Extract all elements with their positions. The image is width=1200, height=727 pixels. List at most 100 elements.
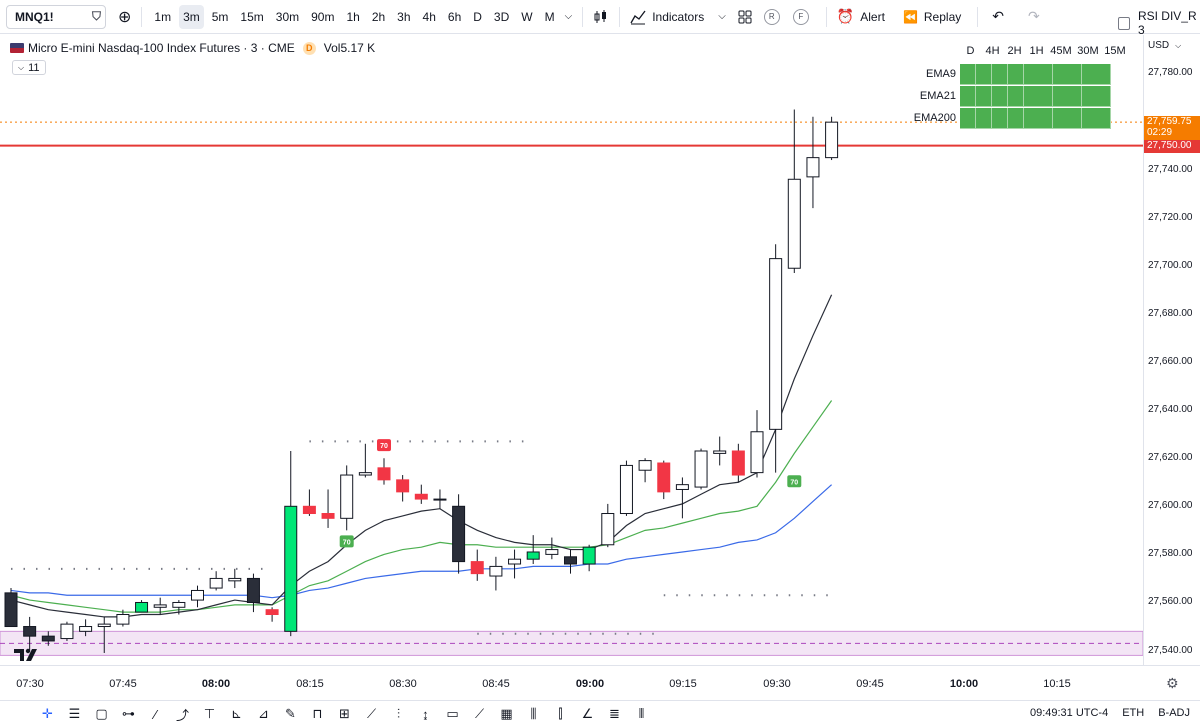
interval-D[interactable]: D [473,9,482,24]
path-icon[interactable]: ⤴ [175,707,189,723]
add-symbol-button[interactable]: ⊕ [118,8,132,26]
gann-box-icon[interactable]: ⊞ [339,706,350,721]
interval-W[interactable]: W [521,9,533,24]
interval-15m[interactable]: 15m [240,9,264,24]
time-axis[interactable]: 07:30 07:45 08:00 08:15 08:30 08:45 09:00 09:15… [0,665,1200,700]
interval-5m[interactable]: 5m [211,9,229,24]
script-badge-r[interactable]: R [763,8,780,25]
chart-pane[interactable]: 70 70 70 Micro E-mini Nasdaq-100 Index Fut… [0,35,1143,665]
interval-30m[interactable]: 30m [275,9,300,24]
ema-status-cell [1053,63,1082,85]
volume-profile-icon[interactable]: ⫼ [530,706,537,721]
settings-gear-icon[interactable]: ⚙ [1166,675,1179,691]
ray-icon[interactable]: ⟋ [366,706,377,721]
trend-line-icon[interactable]: ∕ [154,706,157,722]
rsi-oversold-marker [339,535,354,548]
anchored-vwap-icon[interactable]: ⊤ [203,706,216,721]
replay-button[interactable]: ⏪ Replay [899,5,965,29]
current-price: 27,759.75 [1147,116,1192,128]
long-position-icon[interactable]: ⊾ [231,706,242,721]
brush-icon[interactable]: ✎ [285,706,296,721]
candle-body [116,614,130,625]
interval-3D[interactable]: 3D [493,9,510,24]
interval-6h[interactable]: 6h [447,9,462,24]
ema9-line [10,294,833,618]
tradingview-logo[interactable] [14,648,40,665]
table-icon[interactable]: ▦ [500,706,513,721]
bars-pattern-icon[interactable]: ⫶ [396,706,401,721]
vertical-bars-icon[interactable]: ⦀ [638,706,645,721]
undo-icon[interactable]: ↶ [992,8,1004,24]
indicator-collapse-toggle[interactable]: ⌵ 11 [12,60,46,75]
script-badge-f[interactable]: F [792,8,809,25]
interval-4h[interactable]: 4h [422,9,436,24]
interval-3h[interactable]: 3h [397,9,411,24]
delayed-data-badge[interactable]: D [302,41,316,55]
chevron-down-icon: ⌵ [1175,40,1182,50]
candle-body [452,505,466,563]
time-label: 07:45 [109,678,137,690]
price-label: 27,740.00 [1148,163,1193,175]
divider [977,6,979,27]
price-chart[interactable]: 70 70 70 [0,35,1143,665]
candle-body [508,558,522,565]
fixed-range-icon[interactable]: ⫿ [558,706,563,721]
adjustment-toggle[interactable]: B-ADJ [1158,707,1190,719]
indicators-icon [630,10,646,24]
comment-icon[interactable]: ▭ [446,706,459,721]
ema-status-cell [1008,63,1024,85]
fullscreen-checkbox-icon[interactable] [1118,16,1130,30]
indicators-dropdown-chevron-icon[interactable]: ⌵ [718,11,726,22]
fib-retracement-icon[interactable]: ⊓ [312,706,323,721]
favorite-icon[interactable]: ⛉ [91,9,101,23]
ema-label: EMA200 [913,112,956,124]
alert-button[interactable]: ⏰ Alert [833,5,889,29]
ema-status-cell [1082,85,1111,107]
rsi-oversold-marker [787,475,802,488]
ema-status-cell [1053,107,1082,129]
alert-label: Alert [860,9,885,24]
indicators-button[interactable]: Indicators [626,5,708,29]
ema-status-cell [992,85,1008,107]
candle-body [284,505,298,632]
interval-3m[interactable]: 3m [179,4,204,29]
ema-status-cell [1053,85,1082,107]
tf-header-15M: 15M [1104,45,1126,57]
ema-status-cells [960,63,1111,85]
layout-selector[interactable]: RSI DIV_R 3 [1118,9,1200,37]
text-notes-icon[interactable]: ≣ [609,706,620,721]
session-toggle[interactable]: ETH [1122,707,1145,719]
price-scale[interactable]: USD ⌵ 27,780.00 27,740.00 27,720.00 27,700.… [1143,35,1200,665]
angle-icon[interactable]: ∠ [581,706,594,721]
interval-2h[interactable]: 2h [371,9,386,24]
horizontal-ray-icon[interactable]: ⊶ [122,706,135,721]
redo-icon[interactable]: ↷ [1027,8,1040,24]
currency-selector[interactable]: USD ⌵ [1148,40,1181,51]
clock[interactable]: 09:49:31 UTC-4 [1029,707,1109,719]
symbol-search[interactable]: MNQ1! ⛉ [6,4,106,29]
price-label: 27,540.00 [1148,644,1193,656]
crosshair-icon[interactable]: ✛ [42,706,53,721]
interval-M[interactable]: M [544,9,555,24]
chart-type-candles-icon[interactable] [589,5,613,29]
tf-header-4H: 4H [985,45,1000,57]
price-label: 27,780.00 [1148,67,1193,79]
horizontal-lines-icon[interactable]: ☰ [68,706,81,721]
legend-title[interactable]: Micro E-mini Nasdaq-100 Index Futures · … [28,41,295,55]
candle-body [657,462,671,493]
templates-grid-icon[interactable] [734,5,756,29]
candle-body [302,505,316,515]
interval-90m[interactable]: 90m [311,9,335,24]
price-label: 27,720.00 [1148,211,1193,223]
candle-body [321,513,335,519]
interval-1m[interactable]: 1m [154,9,172,24]
interval-1h[interactable]: 1h [346,9,360,24]
candle-body [489,565,503,577]
interval-dropdown-chevron-icon[interactable]: ⌵ [564,11,573,22]
ruler-icon[interactable]: ⟋ [474,706,485,721]
rectangle-select-icon[interactable]: ▢ [95,706,108,721]
short-position-icon[interactable]: ⊿ [258,706,269,721]
price-label: 27,660.00 [1148,356,1193,368]
ema-status-cell [960,63,976,85]
price-range-icon[interactable]: ↨ [422,706,429,722]
